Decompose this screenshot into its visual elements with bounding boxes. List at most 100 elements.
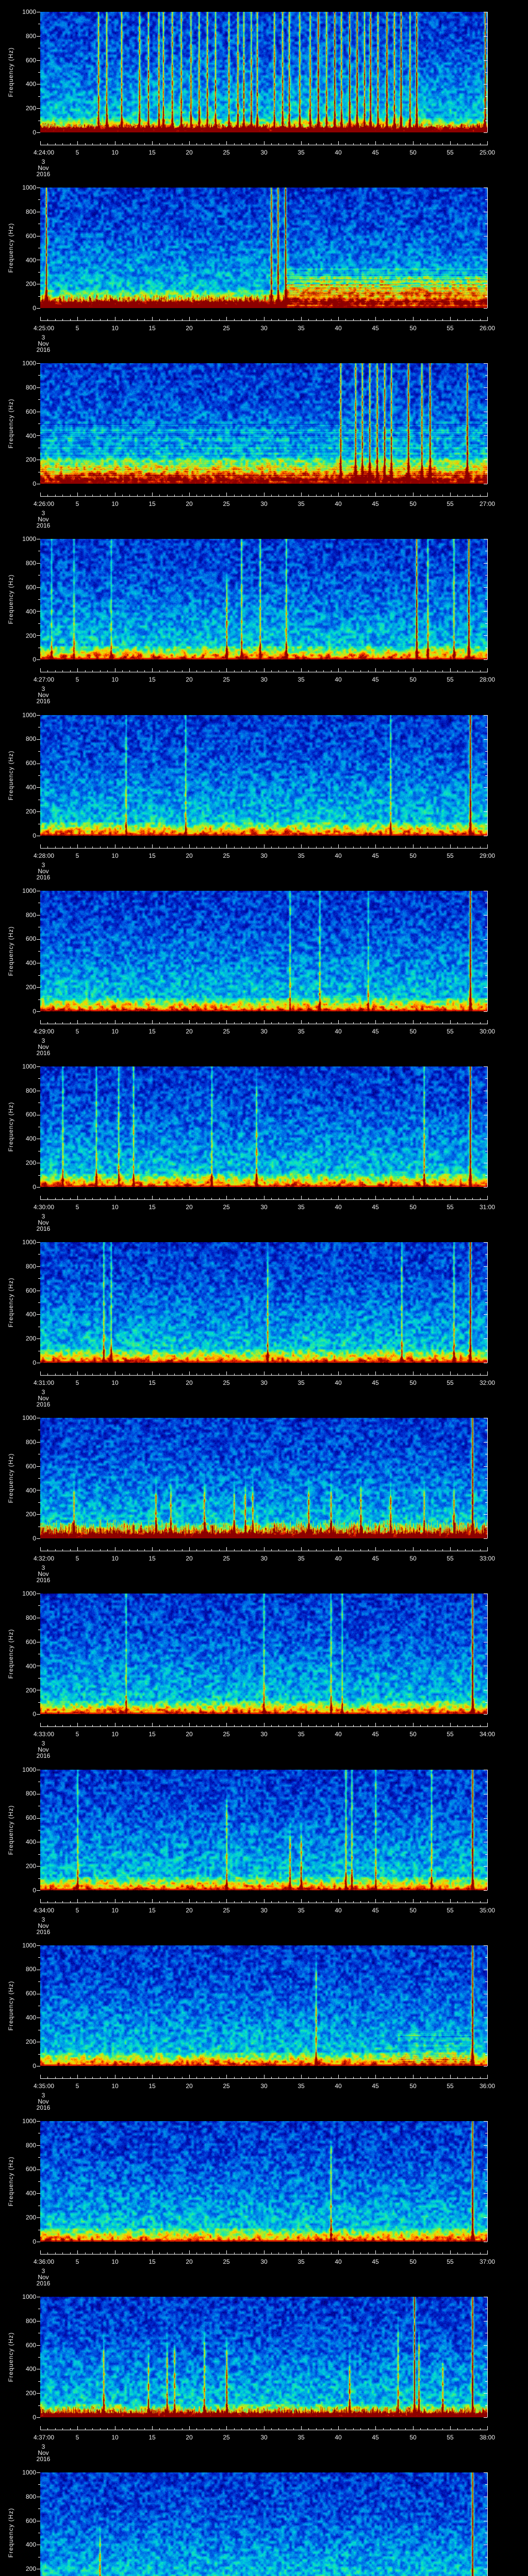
x-minor-tick: [323, 319, 324, 321]
x-minor-tick: [234, 1901, 235, 1903]
x-minor-tick: [435, 1901, 436, 1903]
x-minor-tick: [249, 2252, 250, 2254]
x-minor-tick: [144, 143, 145, 145]
x-minor-tick: [308, 1549, 309, 1551]
x-minor-tick: [85, 143, 86, 145]
x-tick: [450, 2074, 451, 2078]
y-tick: [484, 1714, 487, 1715]
x-minor-tick: [249, 2428, 250, 2430]
x-tick: [487, 1547, 488, 1551]
x-tick-label: 40: [335, 676, 342, 684]
x-minor-tick: [308, 1725, 309, 1727]
x-minor-tick: [100, 1374, 101, 1376]
date-day: 3: [41, 1916, 45, 1923]
y-minor-tick: [485, 1878, 487, 1879]
date-day: 3: [41, 2091, 45, 2099]
y-tick-label: 800: [25, 735, 36, 743]
x-minor-tick: [427, 670, 428, 672]
x-minor-tick: [457, 1374, 458, 1376]
x-tick: [301, 2074, 302, 2078]
x-minor-tick: [100, 1901, 101, 1903]
x-minor-tick: [316, 319, 317, 321]
x-tick: [226, 317, 227, 321]
x-minor-tick: [122, 495, 123, 497]
x-tick: [189, 1547, 190, 1551]
x-tick: [115, 141, 116, 145]
x-minor-tick: [420, 1197, 421, 1199]
x-minor-tick: [278, 1197, 279, 1199]
x-minor-tick: [368, 2428, 369, 2430]
x-minor-tick: [249, 1374, 250, 1376]
x-minor-tick: [100, 1549, 101, 1551]
x-tick: [264, 317, 265, 321]
x-tick-label: 55: [447, 1555, 454, 1563]
x-minor-tick: [390, 1901, 391, 1903]
x-minor-tick: [427, 1725, 428, 1727]
x-minor-tick: [465, 1022, 466, 1024]
y-tick: [484, 1066, 487, 1067]
x-tick: [189, 1371, 190, 1376]
y-minor-tick: [38, 1829, 40, 1831]
x-minor-tick: [256, 495, 257, 497]
x-minor-tick: [55, 495, 56, 497]
x-tick: [301, 1723, 302, 1727]
x-minor-tick: [107, 846, 108, 848]
x-minor-tick: [137, 2076, 138, 2078]
x-tick-label: 10: [111, 1906, 119, 1914]
y-minor-tick: [38, 751, 40, 752]
y-minor-tick: [485, 1266, 487, 1267]
x-tick-label: 45: [372, 1555, 379, 1563]
x-minor-tick: [62, 670, 63, 672]
x-minor-tick: [196, 1197, 197, 1199]
y-minor-tick: [485, 1957, 487, 1958]
x-tick-label: 40: [335, 1203, 342, 1211]
x-minor-tick: [219, 670, 220, 672]
x-minor-tick: [405, 1725, 406, 1727]
y-minor-tick: [485, 1854, 487, 1855]
x-tick: [264, 668, 265, 672]
x-tick: [264, 141, 265, 145]
y-tick: [37, 1011, 40, 1012]
x-tick: [226, 1195, 227, 1199]
x-minor-tick: [137, 495, 138, 497]
x-minor-tick: [256, 1374, 257, 1376]
y-tick-label: 200: [25, 1335, 36, 1343]
x-minor-tick: [249, 1197, 250, 1199]
x-minor-tick: [129, 495, 130, 497]
x-tick: [450, 317, 451, 321]
x-minor-tick: [360, 319, 361, 321]
y-tick-label: 1000: [22, 2117, 36, 2125]
y-minor-tick: [485, 1514, 487, 1515]
x-tick-label: 15: [148, 1731, 156, 1738]
x-minor-tick: [234, 319, 235, 321]
x-start-time-label: 4:29:00: [33, 1027, 55, 1035]
x-minor-tick: [390, 1022, 391, 1024]
y-minor-tick: [38, 2217, 40, 2218]
date-month: Nov: [38, 1570, 49, 1578]
y-minor-tick: [38, 60, 40, 61]
x-minor-tick: [390, 2428, 391, 2430]
right-axis-line: [487, 1945, 488, 2066]
x-minor-tick: [204, 1549, 205, 1551]
x-tick: [152, 2426, 153, 2430]
y-axis-title: Frequency (Hz): [7, 1980, 14, 2030]
x-minor-tick: [390, 2076, 391, 2078]
x-tick-label: 35: [298, 500, 305, 508]
x-tick: [152, 1020, 153, 1024]
x-minor-tick: [316, 846, 317, 848]
x-minor-tick: [47, 319, 48, 321]
y-minor-tick: [485, 939, 487, 940]
date-day: 3: [41, 1564, 45, 1572]
y-tick: [37, 1945, 40, 1946]
x-tick: [40, 2250, 41, 2254]
x-minor-tick: [383, 1374, 384, 1376]
x-minor-tick: [174, 1901, 175, 1903]
x-minor-tick: [420, 2252, 421, 2254]
y-minor-tick: [38, 2181, 40, 2182]
x-minor-tick: [323, 1901, 324, 1903]
x-minor-tick: [368, 1197, 369, 1199]
x-minor-tick: [405, 2076, 406, 2078]
x-minor-tick: [368, 670, 369, 672]
x-minor-tick: [345, 143, 346, 145]
x-minor-tick: [331, 1022, 332, 1024]
